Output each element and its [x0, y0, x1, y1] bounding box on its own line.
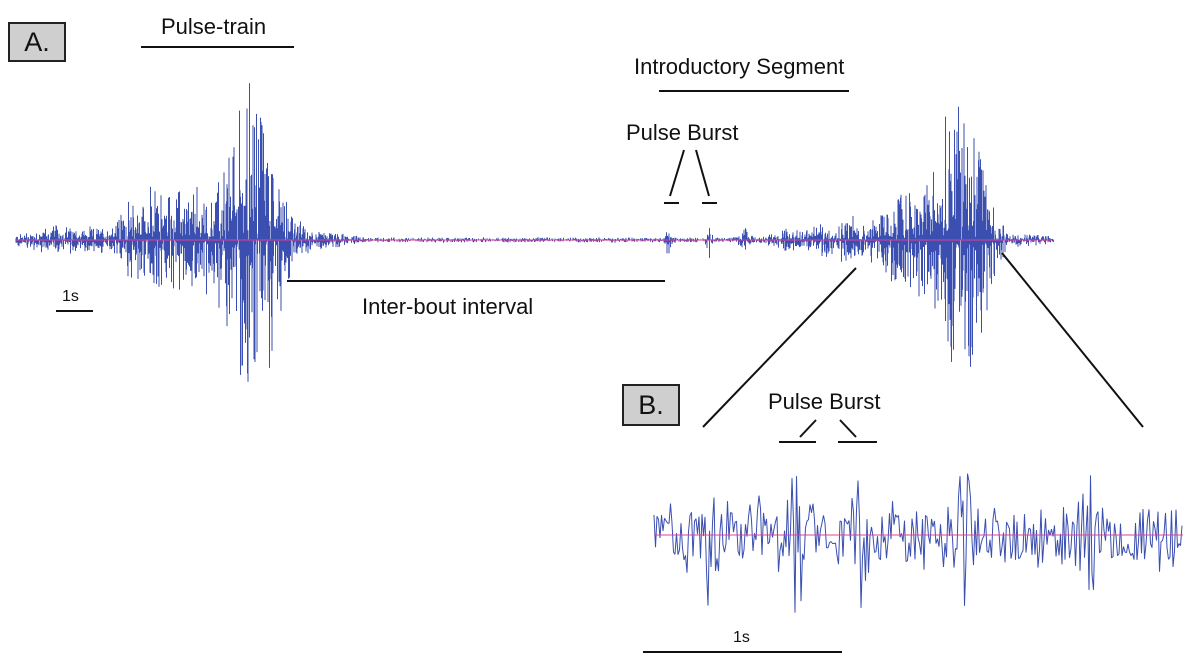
pulse-burst-label-inset: Pulse Burst [768, 389, 881, 414]
pulse-burst-label-top: Pulse Burst [626, 120, 739, 145]
panel-a-label: A. [8, 22, 66, 62]
zoom-line-left [702, 267, 857, 428]
scale-bar-inset-label: 1s [733, 629, 750, 646]
trace-panel-b [653, 473, 1183, 613]
panel-b-label: B. [622, 384, 680, 426]
pulse-train-label: Pulse-train [161, 14, 267, 39]
pulse-burst-pointer-right [695, 149, 710, 197]
trace-panel-a [15, 83, 1055, 382]
scale-bar-top-label: 1s [62, 288, 79, 305]
inset-pulse-burst-pointer-right [839, 419, 857, 438]
zoom-line-right [1001, 252, 1144, 428]
inter-bout-interval-label: Inter-bout interval [362, 294, 534, 319]
introductory-segment-label: Introductory Segment [634, 54, 845, 79]
waveform-trace-a [15, 83, 1055, 382]
pulse-burst-pointer-left [669, 149, 685, 197]
panel-b-text: B. [638, 389, 664, 420]
panel-a-text: A. [24, 26, 50, 57]
waveform-trace-b [653, 473, 1183, 613]
inset-pulse-burst-pointer-left [799, 419, 817, 438]
